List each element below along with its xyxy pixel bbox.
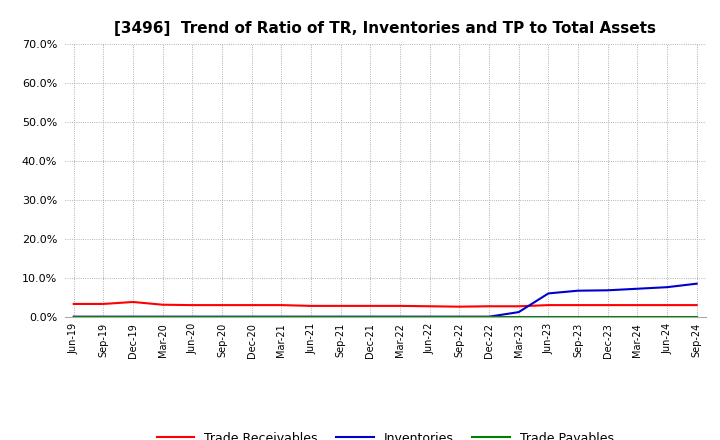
Inventories — [633, 286, 642, 291]
Trade Payables — [99, 314, 108, 319]
Trade Payables — [336, 314, 345, 319]
Trade Payables — [217, 314, 226, 319]
Inventories — [188, 314, 197, 319]
Inventories — [217, 314, 226, 319]
Trade Payables — [366, 314, 374, 319]
Trade Payables — [426, 314, 434, 319]
Inventories — [693, 281, 701, 286]
Trade Payables — [396, 314, 405, 319]
Trade Receivables — [188, 302, 197, 308]
Trade Payables — [574, 314, 582, 319]
Trade Receivables — [603, 302, 612, 308]
Trade Receivables — [129, 299, 138, 304]
Legend: Trade Receivables, Inventories, Trade Payables: Trade Receivables, Inventories, Trade Pa… — [151, 427, 619, 440]
Inventories — [99, 314, 108, 319]
Inventories — [336, 314, 345, 319]
Inventories — [307, 314, 315, 319]
Trade Receivables — [514, 304, 523, 309]
Inventories — [158, 314, 167, 319]
Inventories — [544, 291, 553, 296]
Trade Receivables — [158, 302, 167, 308]
Inventories — [396, 314, 405, 319]
Trade Receivables — [366, 303, 374, 308]
Trade Payables — [69, 314, 78, 319]
Inventories — [455, 314, 464, 319]
Inventories — [574, 288, 582, 293]
Trade Payables — [662, 314, 671, 319]
Trade Receivables — [99, 301, 108, 307]
Inventories — [129, 314, 138, 319]
Trade Payables — [129, 314, 138, 319]
Trade Receivables — [336, 303, 345, 308]
Trade Receivables — [633, 302, 642, 308]
Trade Receivables — [248, 302, 256, 308]
Trade Receivables — [455, 304, 464, 309]
Trade Receivables — [574, 302, 582, 308]
Trade Payables — [188, 314, 197, 319]
Trade Receivables — [69, 301, 78, 307]
Trade Receivables — [662, 302, 671, 308]
Trade Receivables — [693, 302, 701, 308]
Inventories — [603, 288, 612, 293]
Line: Inventories: Inventories — [73, 284, 697, 317]
Trade Payables — [633, 314, 642, 319]
Inventories — [69, 314, 78, 319]
Trade Payables — [514, 314, 523, 319]
Trade Payables — [455, 314, 464, 319]
Trade Payables — [603, 314, 612, 319]
Trade Payables — [277, 314, 286, 319]
Inventories — [366, 314, 374, 319]
Inventories — [248, 314, 256, 319]
Trade Receivables — [544, 302, 553, 308]
Trade Receivables — [277, 302, 286, 308]
Inventories — [514, 309, 523, 315]
Inventories — [426, 314, 434, 319]
Trade Receivables — [217, 302, 226, 308]
Trade Payables — [485, 314, 493, 319]
Trade Receivables — [396, 303, 405, 308]
Trade Payables — [544, 314, 553, 319]
Trade Payables — [693, 314, 701, 319]
Trade Receivables — [426, 304, 434, 309]
Line: Trade Receivables: Trade Receivables — [73, 302, 697, 307]
Trade Payables — [307, 314, 315, 319]
Trade Receivables — [307, 303, 315, 308]
Title: [3496]  Trend of Ratio of TR, Inventories and TP to Total Assets: [3496] Trend of Ratio of TR, Inventories… — [114, 21, 656, 36]
Inventories — [485, 314, 493, 319]
Trade Payables — [248, 314, 256, 319]
Inventories — [277, 314, 286, 319]
Trade Receivables — [485, 304, 493, 309]
Trade Payables — [158, 314, 167, 319]
Inventories — [662, 285, 671, 290]
